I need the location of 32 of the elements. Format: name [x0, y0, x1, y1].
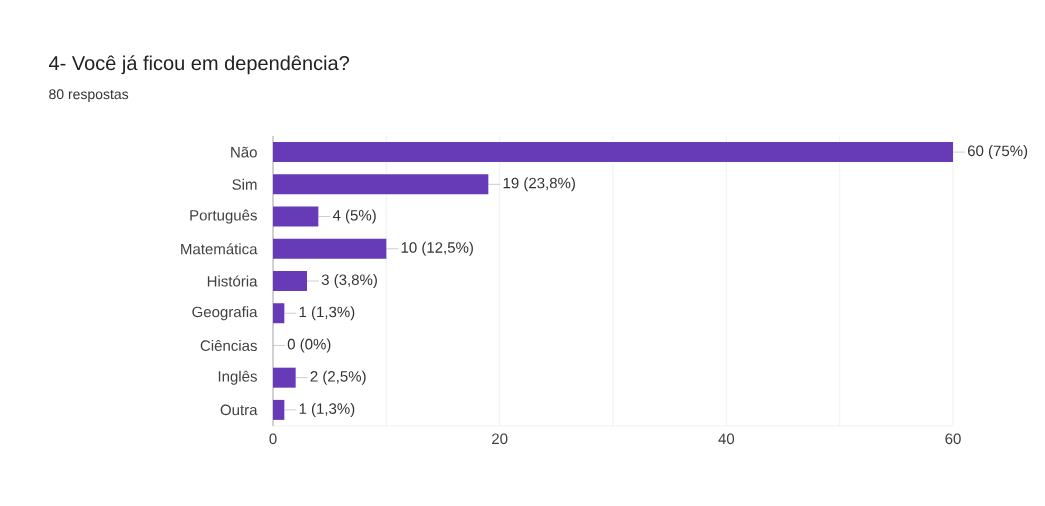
y-tick-label: Inglês: [218, 370, 257, 385]
bar: [273, 174, 489, 195]
y-tick-label: Matemática: [181, 243, 258, 255]
data-label: 2 (2,5%): [310, 370, 366, 385]
bar: [273, 238, 387, 259]
x-tick-label: 40: [718, 433, 735, 445]
bar: [273, 367, 296, 388]
y-tick-label: Geografia: [192, 306, 258, 321]
bar: [273, 206, 319, 227]
bar: [273, 303, 285, 324]
x-tick-label: 60: [945, 433, 961, 445]
data-label: 1 (1,3%): [299, 306, 355, 321]
y-tick-label: História: [207, 275, 258, 287]
data-label: 0 (0%): [287, 338, 331, 353]
data-label: 19 (23,8%): [503, 177, 575, 192]
y-tick-label: Sim: [232, 178, 257, 190]
y-tick-label: Não: [231, 146, 257, 158]
y-tick-label: Português: [190, 209, 257, 224]
x-tick-label: 20: [492, 433, 508, 445]
bar: [273, 142, 953, 163]
text: 80 respostas: [49, 89, 129, 102]
chart-title: 4- Você já ficou em dependência?: [48, 55, 350, 75]
y-tick-label: Ciências: [200, 339, 257, 351]
data-label: 1 (1,3%): [299, 402, 355, 417]
data-label: 10 (12,5%): [401, 241, 473, 256]
bar: [273, 399, 285, 420]
data-label: 4 (5%): [332, 209, 376, 224]
y-tick-label: Outra: [220, 404, 258, 416]
x-tick-label: 0: [269, 433, 277, 445]
data-label: 60 (75%): [967, 145, 1028, 160]
data-label: 3 (3,8%): [321, 274, 377, 288]
bar: [273, 271, 307, 291]
